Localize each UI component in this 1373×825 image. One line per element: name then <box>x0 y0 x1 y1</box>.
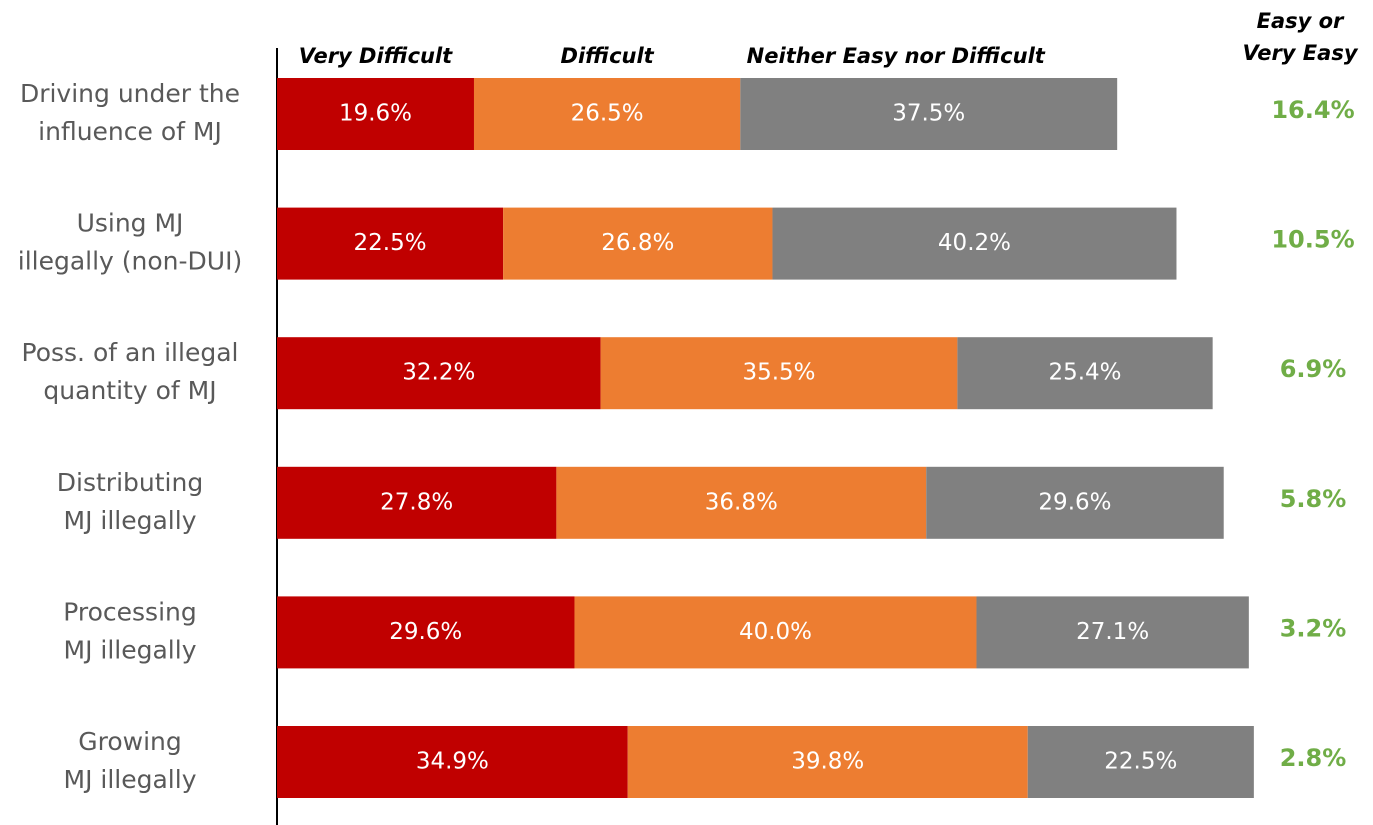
value-label: 26.8% <box>601 230 674 256</box>
value-label: 34.9% <box>416 749 489 775</box>
value-label: 35.5% <box>742 360 815 386</box>
category-label: Processing MJ illegally <box>63 597 197 664</box>
easy-value-label: 3.2% <box>1280 614 1347 642</box>
legend-label: Easy or Very Easy <box>1242 9 1358 65</box>
bar-segment <box>772 207 1177 280</box>
value-label: 40.0% <box>739 619 812 645</box>
category-label: Distributing MJ illegally <box>57 468 203 535</box>
easy-value-label: 2.8% <box>1280 744 1347 772</box>
value-label: 40.2% <box>938 230 1011 256</box>
bar-segment <box>277 337 601 410</box>
bar-segment <box>556 466 927 539</box>
value-label: 27.1% <box>1076 619 1149 645</box>
bar-segment <box>1027 726 1254 798</box>
legend-label: Neither Easy nor Difficult <box>747 44 1046 68</box>
bar-segment <box>574 596 977 669</box>
value-label: 39.8% <box>791 749 864 775</box>
legend-label: Very Difficult <box>299 44 453 68</box>
value-label: 25.4% <box>1048 360 1121 386</box>
easy-value-label: 10.5% <box>1271 226 1354 254</box>
bar-segment <box>277 207 504 280</box>
bar-segment <box>473 78 741 150</box>
category-label: Driving under the influence of MJ <box>20 79 240 146</box>
easy-value-label: 16.4% <box>1271 96 1354 124</box>
value-label: 36.8% <box>705 489 778 515</box>
bar-segment <box>277 466 557 539</box>
value-label: 19.6% <box>339 101 412 127</box>
legend-label: Difficult <box>561 44 655 68</box>
value-label: 37.5% <box>892 101 965 127</box>
bar-segment <box>600 337 958 410</box>
category-label: Growing MJ illegally <box>64 727 197 794</box>
bar-segment <box>277 726 628 798</box>
value-label: 26.5% <box>571 101 644 127</box>
value-label: 27.8% <box>380 489 453 515</box>
value-label: 22.5% <box>354 230 427 256</box>
value-label: 29.6% <box>389 619 462 645</box>
easy-value-label: 5.8% <box>1280 485 1347 513</box>
bar-segment <box>503 207 773 280</box>
bar-segment <box>277 78 474 150</box>
bar-segment <box>740 78 1118 150</box>
value-label: 32.2% <box>402 360 475 386</box>
category-label: Using MJ illegally (non-DUI) <box>18 209 242 276</box>
bar-segment <box>976 596 1249 669</box>
category-label: Poss. of an illegal quantity of MJ <box>22 338 239 405</box>
bar-segment <box>627 726 1028 798</box>
bar-segment <box>277 596 575 669</box>
bar-segment <box>926 466 1224 539</box>
bar-segment <box>957 337 1213 410</box>
value-label: 22.5% <box>1104 749 1177 775</box>
easy-value-label: 6.9% <box>1280 355 1347 383</box>
value-label: 29.6% <box>1038 489 1111 515</box>
